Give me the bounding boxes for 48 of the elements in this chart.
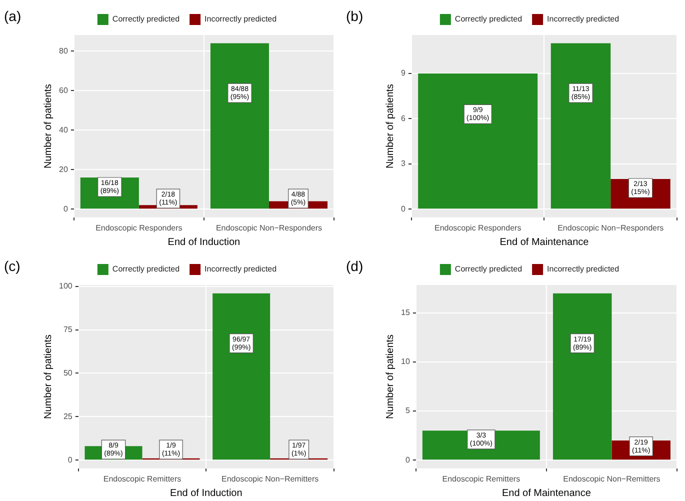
y-tick-label: 15	[400, 308, 410, 318]
legend-label: Correctly predicted	[112, 264, 180, 274]
legend-label: Incorrectly predicted	[204, 264, 277, 274]
y-tick-label: 50	[63, 368, 73, 378]
y-axis-title: Number of patients	[384, 84, 396, 168]
x-tick-label: Endoscopic Non−Responders	[558, 223, 664, 232]
x-tick-label: Endoscopic Remitters	[442, 474, 520, 484]
x-axis-title: End of Maintenance	[502, 488, 592, 499]
y-tick-label: 100	[58, 282, 73, 291]
y-tick-label: 0	[63, 204, 68, 214]
y-axis-title: Number of patients	[384, 334, 396, 419]
y-tick-label: 9	[400, 68, 406, 78]
x-tick-label: Endoscopic Responders	[434, 223, 522, 232]
y-tick-label: 0	[400, 204, 406, 214]
y-tick-label: 60	[58, 86, 68, 95]
x-axis-title: End of Induction	[168, 236, 240, 248]
chart-title: (b)	[346, 8, 364, 24]
legend-label: Correctly predicted	[112, 14, 180, 24]
bar	[210, 43, 269, 209]
legend-label: Incorrectly predicted	[547, 14, 620, 24]
y-axis-title: Number of patients	[42, 334, 54, 419]
x-tick-label: Endoscopic Non−Remitters	[222, 474, 319, 484]
chart-title: (c)	[4, 258, 20, 274]
y-tick-label: 40	[58, 125, 68, 134]
x-tick-label: Endoscopic Non−Remitters	[563, 474, 660, 484]
y-tick-label: 3	[400, 159, 406, 168]
legend-label: Incorrectly predicted	[204, 14, 277, 24]
y-tick-label: 5	[405, 406, 410, 416]
y-tick-label: 75	[63, 325, 73, 334]
y-tick-label: 20	[58, 164, 68, 174]
x-tick-label: Endoscopic Non−Responders	[216, 223, 322, 232]
legend-label: Correctly predicted	[454, 14, 522, 24]
y-tick-label: 0	[405, 455, 410, 464]
y-tick-label: 0	[68, 455, 73, 464]
y-tick-label: 80	[58, 46, 68, 56]
y-tick-label: 6	[400, 114, 406, 123]
legend-label: Correctly predicted	[454, 264, 522, 274]
legend-label: Incorrectly predicted	[547, 264, 620, 274]
x-tick-label: Endoscopic Remitters	[103, 474, 182, 484]
x-axis-title: End of Induction	[170, 488, 242, 499]
bar	[212, 293, 270, 460]
chart-title: (d)	[346, 258, 364, 274]
chart-title: (a)	[4, 8, 22, 24]
y-tick-label: 25	[63, 412, 73, 421]
x-axis-title: End of Maintenance	[500, 236, 590, 248]
y-axis-title: Number of patients	[42, 84, 54, 168]
x-tick-label: Endoscopic Responders	[96, 223, 182, 232]
y-tick-label: 10	[400, 357, 410, 366]
